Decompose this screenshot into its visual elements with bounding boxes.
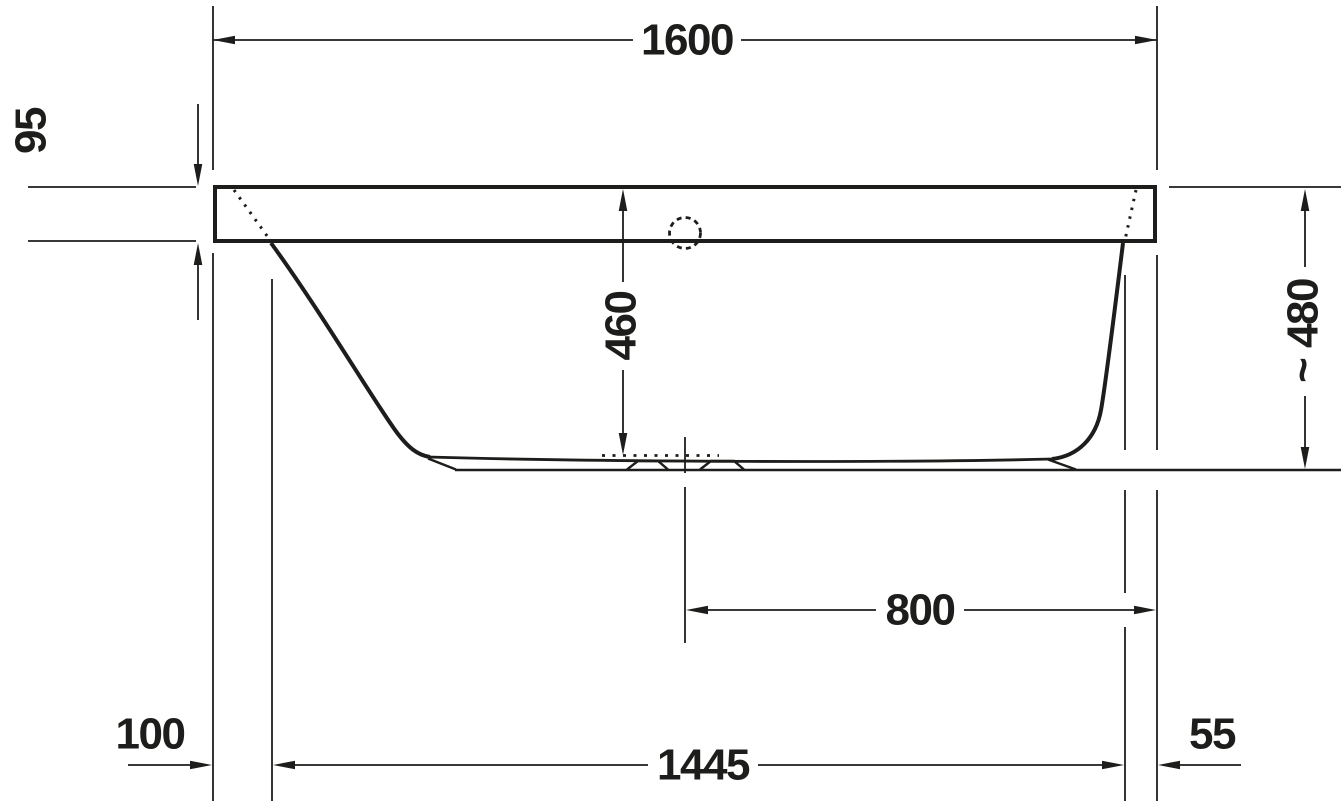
dim-1600-label: 1600 bbox=[641, 16, 733, 65]
dim-480-arrow-down bbox=[1300, 447, 1310, 469]
dim-1445-arrow-left bbox=[273, 760, 295, 770]
dim-95-arrow-up bbox=[193, 243, 203, 265]
dim-460-label: 460 bbox=[597, 292, 646, 361]
dim-55-arrow-left bbox=[1158, 760, 1180, 770]
dim-55-label: 55 bbox=[1189, 710, 1236, 759]
dim-800-arrow-right bbox=[1134, 605, 1156, 615]
dim-inner-depth: 460 bbox=[597, 189, 646, 455]
dim-480-arrow-up bbox=[1300, 189, 1310, 211]
dim-bottom-chain: 100 1445 55 bbox=[116, 253, 1241, 801]
dim-overall-height: ~ 480 bbox=[1169, 186, 1341, 469]
dim-480-label: ~ 480 bbox=[1279, 279, 1328, 383]
dim-95-arrow-down bbox=[193, 164, 203, 186]
dim-1445-arrow-right bbox=[1102, 760, 1124, 770]
support-foot-left bbox=[626, 459, 669, 471]
dim-1445-label: 1445 bbox=[657, 741, 750, 790]
tub-outline bbox=[213, 185, 1341, 643]
dim-95-label: 95 bbox=[7, 107, 56, 154]
dim-overall-length: 1600 bbox=[212, 6, 1158, 170]
base-chamfer-right bbox=[1047, 458, 1077, 471]
dim-100-arrow-right bbox=[190, 760, 212, 770]
dim-1600-arrow-right bbox=[1135, 35, 1157, 45]
dim-rim-height: 95 bbox=[7, 104, 203, 320]
inner-wall-left bbox=[269, 241, 431, 459]
hidden-wall-left-dotted bbox=[232, 189, 272, 241]
dim-100-label: 100 bbox=[116, 710, 185, 759]
dim-460-arrow-down bbox=[618, 433, 628, 455]
hidden-wall-right-dotted bbox=[1123, 189, 1138, 241]
support-foot-right bbox=[699, 459, 745, 471]
drain-hole-dashed-circle bbox=[668, 216, 702, 250]
tub-floor-line bbox=[427, 455, 1053, 463]
dim-800-label: 800 bbox=[886, 586, 955, 635]
dim-800-arrow-left bbox=[686, 605, 708, 615]
base-chamfer-left bbox=[427, 457, 457, 471]
inner-wall-right bbox=[1051, 242, 1125, 461]
dim-1600-arrow-left bbox=[213, 35, 235, 45]
dim-center-to-edge: 800 bbox=[686, 586, 1156, 635]
dim-460-arrow-up bbox=[618, 189, 628, 211]
